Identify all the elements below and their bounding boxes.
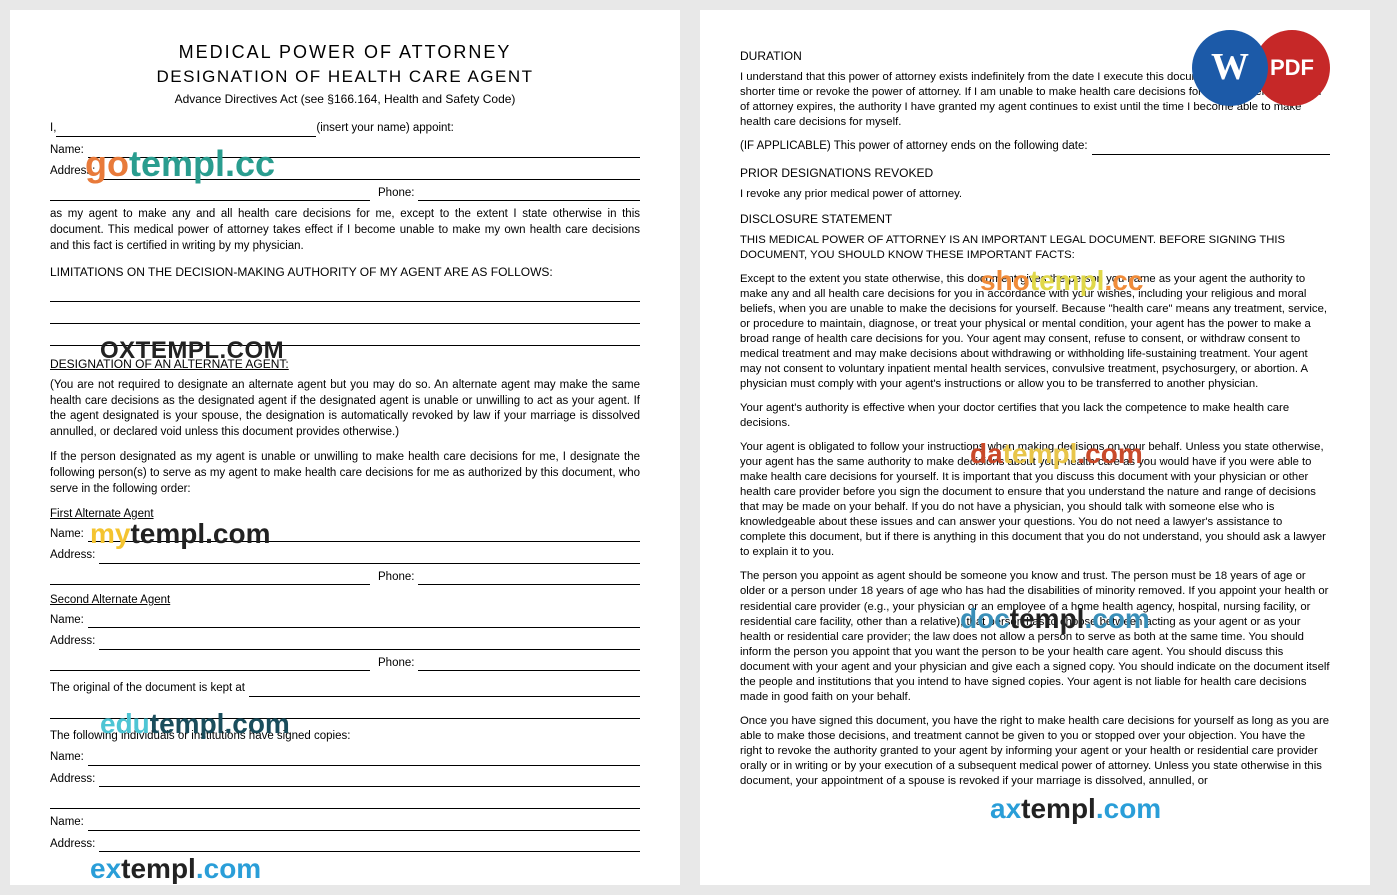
address-label: Address: xyxy=(50,772,95,788)
subtitle: Advance Directives Act (see §166.164, He… xyxy=(50,91,640,107)
second-alternate-heading: Second Alternate Agent xyxy=(50,593,640,609)
address-label: Address: xyxy=(50,634,95,650)
appointer-row: I, (insert your name) appoint: xyxy=(50,121,640,137)
copy1-address-line-2[interactable] xyxy=(50,793,640,809)
alternate-agent-para2: If the person designated as my agent is … xyxy=(50,450,640,497)
agent-authority-para: as my agent to make any and all health c… xyxy=(50,207,640,254)
agent-name-row: Name: xyxy=(50,143,640,159)
disclosure-para-5: Once you have signed this document, you … xyxy=(740,714,1330,789)
prior-para: I revoke any prior medical power of atto… xyxy=(740,187,1330,202)
original-kept-line-2[interactable] xyxy=(50,703,640,719)
title-line-1: MEDICAL POWER OF ATTORNEY xyxy=(50,40,640,64)
if-applicable-label: (IF APPLICABLE) This power of attorney e… xyxy=(740,139,1088,155)
alt2-name-field[interactable] xyxy=(88,614,640,628)
copy1-address-field[interactable] xyxy=(99,773,640,787)
document-page-1: MEDICAL POWER OF ATTORNEY DESIGNATION OF… xyxy=(10,10,680,885)
word-badge-icon: W xyxy=(1192,30,1268,106)
copy1-name-field[interactable] xyxy=(88,752,640,766)
disclosure-para-2: Your agent's authority is effective when… xyxy=(740,401,1330,431)
intro-suffix: (insert your name) appoint: xyxy=(316,121,453,137)
name-label: Name: xyxy=(50,815,84,831)
limitations-line-2[interactable] xyxy=(50,308,640,324)
signed-copies-label: The following individuals or institution… xyxy=(50,729,640,745)
limitations-line-1[interactable] xyxy=(50,286,640,302)
address-label: Address: xyxy=(50,548,95,564)
phone-label: Phone: xyxy=(378,186,414,202)
copy2-name-field[interactable] xyxy=(88,817,640,831)
agent-address-field-2[interactable] xyxy=(50,187,370,201)
limitations-line-3[interactable] xyxy=(50,330,640,346)
name-label: Name: xyxy=(50,527,84,543)
limitations-heading: LIMITATIONS ON THE DECISION-MAKING AUTHO… xyxy=(50,264,640,280)
alt1-address-field-2[interactable] xyxy=(50,571,370,585)
phone-label: Phone: xyxy=(378,656,414,672)
name-label: Name: xyxy=(50,750,84,766)
title-line-2: DESIGNATION OF HEALTH CARE AGENT xyxy=(50,66,640,89)
address-label: Address: xyxy=(50,837,95,853)
watermark-axtempl: axtempl.com xyxy=(990,790,1161,828)
agent-phone-row: Phone: xyxy=(50,186,640,202)
agent-address-field[interactable] xyxy=(99,166,640,180)
alt1-name-field[interactable] xyxy=(88,528,640,542)
name-label: Name: xyxy=(50,143,84,159)
phone-label: Phone: xyxy=(378,570,414,586)
alt1-address-field[interactable] xyxy=(99,550,640,564)
disclosure-para-4: The person you appoint as agent should b… xyxy=(740,569,1330,704)
name-label: Name: xyxy=(50,613,84,629)
disclosure-intro: THIS MEDICAL POWER OF ATTORNEY IS AN IMP… xyxy=(740,233,1330,263)
alt2-address-field[interactable] xyxy=(99,636,640,650)
copy2-address-field[interactable] xyxy=(99,838,640,852)
first-alternate-heading: First Alternate Agent xyxy=(50,507,640,523)
prior-heading: PRIOR DESIGNATIONS REVOKED xyxy=(740,165,1330,181)
original-kept-label: The original of the document is kept at xyxy=(50,681,245,697)
disclosure-para-1: Except to the extent you state otherwise… xyxy=(740,272,1330,392)
agent-address-row: Address: xyxy=(50,164,640,180)
disclosure-para-3: Your agent is obligated to follow your i… xyxy=(740,440,1330,560)
document-page-2: DURATION I understand that this power of… xyxy=(700,10,1370,885)
agent-name-field[interactable] xyxy=(88,144,640,158)
original-kept-field[interactable] xyxy=(249,683,640,697)
address-label: Address: xyxy=(50,164,95,180)
alternate-agent-note: (You are not required to designate an al… xyxy=(50,378,640,440)
alt2-phone-field[interactable] xyxy=(418,657,640,671)
disclosure-heading: DISCLOSURE STATEMENT xyxy=(740,211,1330,227)
end-date-field[interactable] xyxy=(1092,141,1330,155)
alt2-address-field-2[interactable] xyxy=(50,657,370,671)
watermark-extempl: extempl.com xyxy=(90,850,261,888)
file-type-badges: W PDF xyxy=(1192,30,1330,106)
alt1-phone-field[interactable] xyxy=(418,571,640,585)
appointer-name-field[interactable] xyxy=(56,123,316,137)
alternate-agent-heading: DESIGNATION OF AN ALTERNATE AGENT: xyxy=(50,356,640,372)
agent-phone-field[interactable] xyxy=(418,187,640,201)
